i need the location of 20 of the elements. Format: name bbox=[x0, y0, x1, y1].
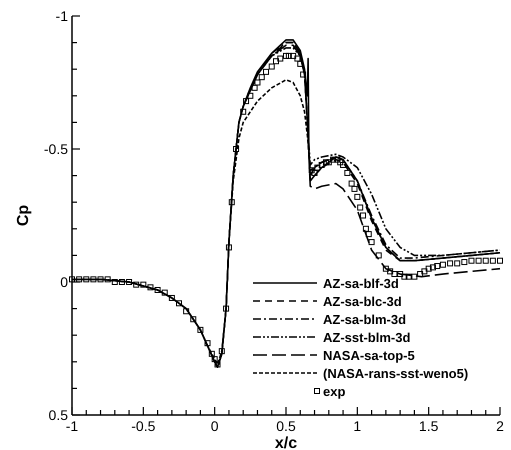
legend-label: AZ-sa-blf-3d bbox=[323, 276, 399, 291]
x-tick-label: 0.5 bbox=[276, 418, 296, 434]
legend-label: NASA-sa-top-5 bbox=[323, 348, 415, 363]
legend-label: AZ-sst-blm-3d bbox=[323, 330, 410, 345]
y-tick-label: 0.5 bbox=[48, 407, 68, 423]
x-tick-label: 1 bbox=[353, 418, 362, 434]
x-tick-label: -0.5 bbox=[131, 418, 156, 434]
legend-label: AZ-sa-blc-3d bbox=[323, 294, 402, 309]
x-tick-label: 2 bbox=[496, 418, 504, 434]
x-tick-label: -1 bbox=[66, 418, 78, 434]
x-axis-title: x/c bbox=[274, 435, 298, 450]
y-tick-label: -0.5 bbox=[44, 141, 68, 157]
y-axis-title: Cp bbox=[15, 204, 32, 226]
y-tick-label: 0 bbox=[60, 274, 68, 290]
y-tick-label: -1 bbox=[56, 8, 68, 24]
x-tick-label: 0 bbox=[210, 418, 219, 434]
x-tick-label: 1.5 bbox=[418, 418, 439, 434]
legend-label: AZ-sa-blm-3d bbox=[323, 312, 406, 327]
legend-label: (NASA-rans-sst-weno5) bbox=[323, 366, 468, 381]
legend-label: exp bbox=[323, 384, 346, 399]
